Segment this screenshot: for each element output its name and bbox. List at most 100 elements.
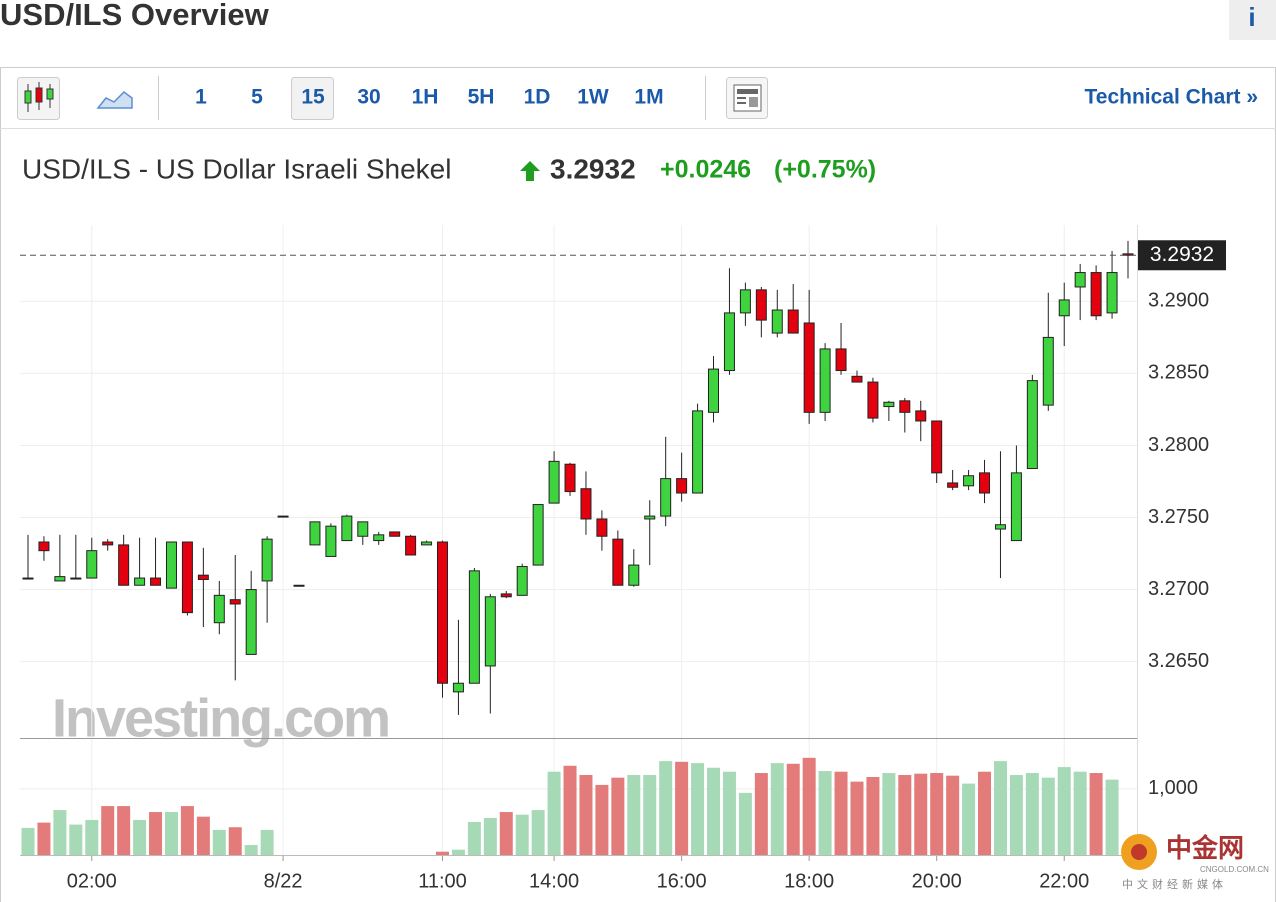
volume-bar — [627, 775, 641, 855]
candle-body — [532, 504, 544, 566]
candle-body — [325, 525, 337, 557]
volume-bar — [1089, 773, 1103, 855]
interval-button[interactable]: 5H — [468, 86, 495, 109]
icon-headline — [737, 89, 758, 94]
candle-body — [436, 541, 448, 684]
volume-bar — [164, 812, 178, 855]
volume-bar — [707, 767, 721, 855]
x-tick-label: 18:00 — [784, 870, 834, 892]
candle-body — [389, 531, 401, 537]
volume-bar — [675, 761, 689, 855]
volume-bar — [212, 829, 226, 855]
candle-body — [723, 312, 735, 372]
volume-bar — [1105, 779, 1119, 855]
logo-site: CNGOLD.COM.CN — [1200, 865, 1269, 874]
interval-button[interactable]: 1 — [195, 86, 207, 109]
candle-body — [676, 478, 688, 494]
volume-bar — [435, 851, 449, 855]
info-button-bg[interactable] — [1229, 0, 1276, 40]
icon-body — [46, 88, 54, 100]
info-button[interactable]: i — [1248, 2, 1255, 32]
volume-bar — [802, 757, 816, 855]
interval-button[interactable]: 30 — [357, 86, 380, 109]
y-tick-label: 3.2900 — [1148, 290, 1209, 312]
volume-bar — [866, 777, 880, 855]
interval-button[interactable]: 1M — [634, 86, 663, 109]
candle-body — [181, 541, 193, 614]
volume-bar — [244, 845, 258, 855]
volume-bar — [563, 765, 577, 855]
y-tick-label: 3.2800 — [1148, 434, 1209, 456]
volume-bar — [993, 761, 1007, 855]
volume-bar — [196, 816, 210, 855]
volume-bar — [451, 849, 465, 855]
volume-bar — [930, 773, 944, 855]
volume-bar — [946, 775, 960, 855]
icon-picture — [749, 97, 758, 107]
volume-bar — [228, 827, 242, 855]
candle-body — [261, 538, 273, 582]
volume-bar — [467, 821, 481, 855]
volume-bar — [962, 783, 976, 855]
last-price: 3.2932 — [550, 153, 636, 184]
candle-body — [771, 309, 783, 334]
logo-tagline: 中文财经新媒体 — [1122, 877, 1227, 891]
candle-body — [22, 577, 34, 580]
instrument-title: USD/ILS - US Dollar Israeli Shekel — [22, 153, 451, 184]
volume-bar — [515, 814, 529, 855]
volume-bar — [85, 819, 99, 855]
candle-body — [548, 460, 560, 504]
volume-bar — [101, 806, 115, 855]
candle-body — [612, 538, 624, 586]
news-button[interactable] — [726, 77, 768, 119]
price-change: +0.0246 — [660, 156, 751, 184]
volume-bar — [69, 824, 83, 855]
candle-body — [1074, 272, 1086, 288]
technical-chart-link[interactable]: Technical Chart » — [1085, 86, 1259, 109]
volume-bar — [149, 812, 163, 855]
line-type-button[interactable] — [96, 91, 133, 109]
candle-body — [309, 521, 321, 546]
volume-bar — [1041, 777, 1055, 855]
candle-body — [899, 400, 911, 413]
volume-bar — [37, 822, 51, 855]
interval-selected[interactable] — [291, 77, 334, 120]
y-tick-label: 3.2700 — [1148, 578, 1209, 600]
candle-body — [70, 577, 82, 580]
volume-bar — [882, 773, 896, 855]
candlestick-type-button[interactable] — [17, 77, 60, 120]
plot-area: 3.2650 3.2700 3.2750 3.2800 3.2850 3.2900 1,00… — [20, 225, 1226, 892]
candle-body — [819, 348, 831, 413]
candle-body — [883, 401, 895, 408]
volume-bar — [754, 773, 768, 855]
x-tick-label: 22:00 — [1039, 870, 1089, 892]
y-tick-label: 3.2650 — [1148, 650, 1209, 672]
candle-body — [341, 515, 353, 542]
interval-button[interactable]: 1W — [577, 86, 609, 109]
volume-bar — [722, 771, 736, 855]
y-tick-label: 3.2850 — [1148, 362, 1209, 384]
candle-body — [739, 289, 751, 314]
interval-button[interactable]: 5 — [251, 86, 263, 109]
volume-bar — [770, 763, 784, 855]
volume-bar — [21, 827, 35, 855]
interval-button[interactable]: 1H — [412, 86, 439, 109]
volume-bar — [611, 777, 625, 855]
candle-body — [1090, 272, 1102, 317]
candle-body — [835, 348, 847, 372]
interval-button[interactable]: 1D — [524, 86, 551, 109]
candle-body — [915, 410, 927, 422]
volume-bar — [834, 771, 848, 855]
volume-bar — [499, 812, 513, 855]
candle-body — [468, 570, 480, 684]
candle-body — [867, 381, 879, 419]
y-tick-label: 3.2750 — [1148, 506, 1209, 528]
interval-button[interactable]: 15 — [301, 86, 325, 109]
candle-body — [628, 564, 640, 586]
volume-bar — [180, 806, 194, 855]
candle-body — [596, 518, 608, 537]
candle-body — [931, 420, 943, 474]
logo-mark-inner — [1131, 844, 1147, 860]
